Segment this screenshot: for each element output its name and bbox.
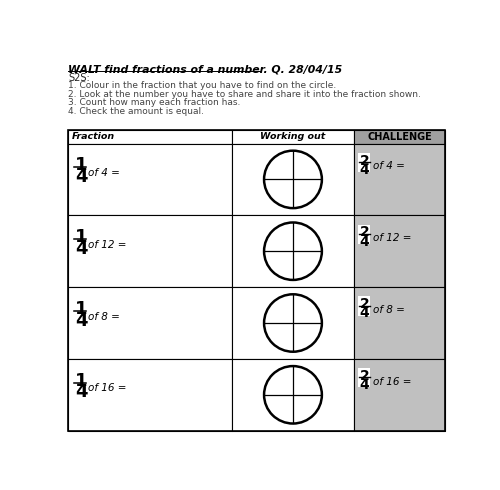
Text: 1: 1	[75, 156, 88, 174]
Text: Working out: Working out	[260, 132, 326, 141]
Text: of 12 =: of 12 =	[88, 240, 126, 250]
Text: 1. Colour in the fraction that you have to find on the circle.: 1. Colour in the fraction that you have …	[68, 81, 336, 90]
Bar	[354, 215, 444, 287]
Text: 4: 4	[75, 240, 88, 258]
Bar	[68, 144, 232, 215]
Text: of 16 =: of 16 =	[88, 383, 126, 393]
Text: S2S:: S2S:	[68, 74, 90, 83]
Text: 2. Look at the number you have to share and share it into the fraction shown.: 2. Look at the number you have to share …	[68, 90, 421, 98]
Text: of 8 =: of 8 =	[373, 305, 404, 315]
Text: 4: 4	[360, 306, 370, 320]
Text: 1: 1	[75, 228, 88, 246]
Text: 1: 1	[75, 300, 88, 318]
Text: of 4 =: of 4 =	[88, 168, 120, 178]
Text: 2: 2	[360, 225, 370, 239]
Text: 1: 1	[75, 372, 88, 390]
Text: WALT find fractions of a number. Q. 28/04/15: WALT find fractions of a number. Q. 28/0…	[68, 64, 342, 74]
Text: 4: 4	[360, 163, 370, 177]
Bar	[358, 306, 370, 316]
Bar	[358, 378, 370, 388]
Bar	[232, 144, 354, 215]
Bar	[354, 359, 444, 431]
Text: 2: 2	[360, 297, 370, 311]
Bar	[358, 163, 370, 172]
Text: of 12 =: of 12 =	[373, 233, 412, 243]
Bar	[358, 153, 370, 163]
Text: 4: 4	[75, 168, 88, 186]
Bar	[68, 130, 444, 431]
Bar	[358, 296, 370, 306]
Bar	[68, 359, 232, 431]
Text: of 16 =: of 16 =	[373, 377, 412, 387]
Text: 4: 4	[75, 383, 88, 401]
Text: of 4 =: of 4 =	[373, 161, 404, 171]
Bar	[354, 130, 444, 144]
Text: 4: 4	[75, 312, 88, 330]
Text: 4: 4	[360, 378, 370, 392]
Bar	[68, 287, 232, 359]
Bar	[232, 287, 354, 359]
Text: of 8 =: of 8 =	[88, 312, 120, 321]
Bar	[358, 368, 370, 378]
Bar	[232, 215, 354, 287]
Bar	[232, 359, 354, 431]
Text: 3. Count how many each fraction has.: 3. Count how many each fraction has.	[68, 98, 240, 107]
Bar	[358, 235, 370, 244]
Text: CHALLENGE: CHALLENGE	[367, 132, 432, 142]
Bar	[68, 215, 232, 287]
Text: Fraction: Fraction	[72, 132, 115, 141]
Bar	[232, 130, 354, 144]
Bar	[354, 287, 444, 359]
Bar	[358, 224, 370, 235]
Text: 4: 4	[360, 235, 370, 248]
Text: 2: 2	[360, 369, 370, 383]
Bar	[354, 144, 444, 215]
Text: 2: 2	[360, 153, 370, 168]
Bar	[68, 130, 232, 144]
Text: 4. Check the amount is equal.: 4. Check the amount is equal.	[68, 106, 204, 116]
